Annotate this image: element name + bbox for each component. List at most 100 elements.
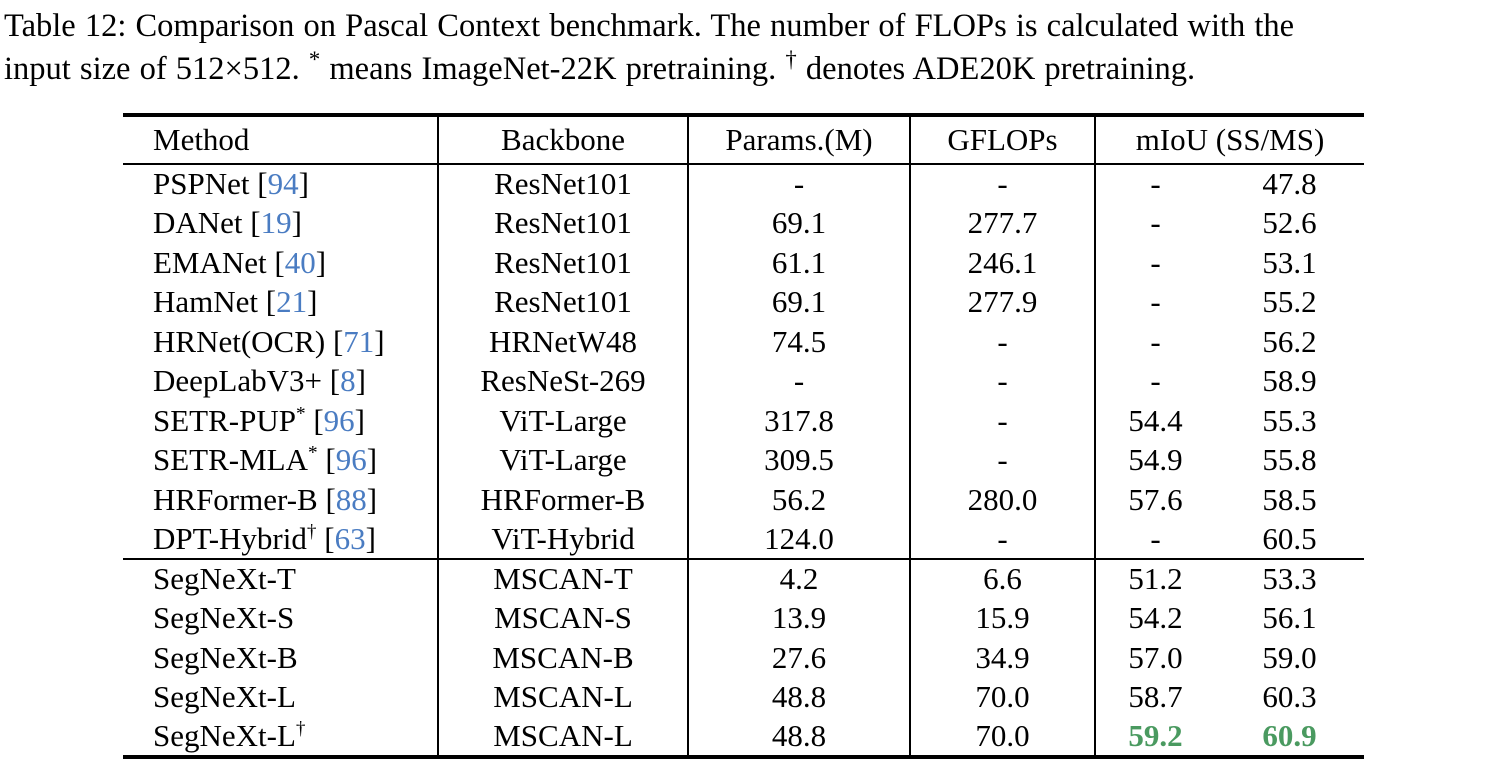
miou-ms-cell: 56.1 bbox=[1262, 600, 1317, 636]
method-superscript: * bbox=[295, 403, 306, 425]
method-cell: SETR-MLA* [96] bbox=[123, 441, 438, 481]
gflops-cell: 70.0 bbox=[909, 717, 1095, 757]
miou-ms-cell: 56.2 bbox=[1262, 323, 1317, 359]
gflops-cell: 15.9 bbox=[909, 598, 1095, 638]
citation-link[interactable]: [96] bbox=[313, 402, 365, 438]
table-row: SETR-PUP* [96] ViT-Large 317.8-54.4 55.3 bbox=[123, 401, 1364, 441]
method-name: HRFormer-B bbox=[153, 481, 318, 517]
params-cell: 27.6 bbox=[687, 638, 910, 678]
params-cell: 69.1 bbox=[687, 203, 910, 243]
citation-number: 71 bbox=[343, 323, 375, 359]
params-cell: 48.8 bbox=[687, 717, 910, 757]
citation-link[interactable]: [71] bbox=[332, 323, 385, 359]
backbone-cell: ViT-Large bbox=[437, 401, 688, 441]
method-cell: HRFormer-B [88] bbox=[123, 480, 438, 520]
method-cell: DeepLabV3+ [8] bbox=[123, 362, 438, 402]
params-cell: 61.1 bbox=[687, 243, 910, 283]
miou-ss-cell: 58.7 bbox=[1094, 677, 1215, 717]
method-name: SegNeXt-T bbox=[153, 561, 296, 597]
miou-ms-cell: 53.1 bbox=[1262, 244, 1317, 280]
miou-ss-cell: - bbox=[1094, 361, 1215, 401]
table-row: HRFormer-B [88] HRFormer-B 56.2 280.0 57.6 58… bbox=[123, 480, 1364, 520]
miou-ss-cell: - bbox=[1094, 203, 1215, 243]
header-row: Method Backbone Params.(M) GFLOPs mIoU (… bbox=[123, 115, 1364, 164]
table-row: HRNet(OCR) [71] HRNetW48 74.5- -56.2 bbox=[123, 322, 1364, 362]
method-superscript: † bbox=[295, 718, 306, 740]
method-name: HamNet bbox=[153, 284, 259, 320]
backbone-cell: ResNet101 bbox=[437, 282, 688, 322]
citation-link[interactable]: [40] bbox=[274, 244, 327, 280]
miou-ms-cell: 58.9 bbox=[1262, 363, 1317, 399]
method-name: SegNeXt-B bbox=[153, 639, 298, 675]
params-cell: 69.1 bbox=[687, 282, 910, 322]
backbone-cell: MSCAN-L bbox=[437, 677, 688, 717]
table-row: EMANet [40] ResNet101 61.1 246.1-53.1 bbox=[123, 243, 1364, 283]
method-cell: PSPNet [94] bbox=[123, 164, 438, 204]
gflops-cell: - bbox=[909, 401, 1095, 441]
miou-ms-cell: 60.9 bbox=[1262, 717, 1317, 753]
method-name: SETR-MLA bbox=[153, 442, 308, 478]
gflops-cell: 34.9 bbox=[909, 638, 1095, 678]
citation-link[interactable]: [94] bbox=[257, 166, 309, 202]
citation-link[interactable]: [88] bbox=[325, 481, 378, 517]
method-cell: SegNeXt-L bbox=[123, 678, 438, 718]
method-name: EMANet bbox=[153, 244, 267, 280]
method-superscript: * bbox=[308, 442, 318, 464]
miou-ms-cell: 55.8 bbox=[1262, 442, 1317, 478]
caption-line: input size of 512×512. * means ImageNet-… bbox=[4, 48, 1502, 91]
results-table: Method Backbone Params.(M) GFLOPs mIoU (… bbox=[123, 113, 1364, 759]
method-cell: SegNeXt-B bbox=[123, 638, 438, 678]
method-cell: SegNeXt-S bbox=[123, 599, 438, 639]
citation-link[interactable]: [21] bbox=[265, 284, 318, 320]
gflops-cell: - bbox=[909, 519, 1095, 559]
miou-ms-cell: 52.6 bbox=[1262, 205, 1317, 241]
miou-ss-cell: 57.6 bbox=[1094, 480, 1215, 520]
miou-ss-cell: 51.2 bbox=[1094, 558, 1215, 599]
citation-number: 96 bbox=[323, 402, 355, 438]
table-row: SegNeXt-B MSCAN-B 27.6 34.9 57.0 59.0 bbox=[123, 638, 1364, 678]
gflops-cell: 70.0 bbox=[909, 677, 1095, 717]
miou-ss-cell: - bbox=[1094, 243, 1215, 283]
citation-number: 19 bbox=[260, 205, 292, 241]
method-name: DPT-Hybrid bbox=[153, 520, 307, 556]
citation-link[interactable]: [96] bbox=[325, 442, 378, 478]
method-cell: EMANet [40] bbox=[123, 243, 438, 283]
miou-ms-cell: 59.0 bbox=[1262, 639, 1317, 675]
header-method: Method bbox=[153, 122, 250, 157]
citation-number: 96 bbox=[335, 442, 367, 478]
miou-ss-cell: - bbox=[1094, 322, 1215, 362]
citation-number: 88 bbox=[335, 481, 367, 517]
caption-text: Table 12: Comparison on Pascal Context b… bbox=[4, 8, 1295, 44]
method-cell: SegNeXt-T bbox=[123, 558, 438, 599]
miou-ss-cell: 59.2 bbox=[1094, 717, 1215, 757]
table-header: Method Backbone Params.(M) GFLOPs mIoU (… bbox=[123, 115, 1364, 164]
table-row: SegNeXt-S MSCAN-S 13.9 15.9 54.2 56.1 bbox=[123, 598, 1364, 639]
method-name: SegNeXt-S bbox=[153, 600, 295, 636]
params-cell: 4.2 bbox=[687, 558, 910, 599]
gflops-cell: - bbox=[909, 164, 1095, 204]
citation-number: 94 bbox=[267, 166, 299, 202]
table-row: SegNeXt-L MSCAN-L 48.8 70.0 58.7 60.3 bbox=[123, 677, 1364, 718]
miou-ms-cell: 60.5 bbox=[1262, 520, 1317, 556]
citation-link[interactable]: [19] bbox=[250, 205, 302, 241]
miou-ss-cell: 57.0 bbox=[1094, 638, 1215, 678]
header-gflops: GFLOPs bbox=[909, 115, 1095, 164]
method-name: SETR-PUP bbox=[153, 402, 296, 438]
header-miou: mIoU (SS/MS) bbox=[1094, 115, 1364, 164]
backbone-cell: MSCAN-L bbox=[437, 717, 688, 757]
caption-line: Table 12: Comparison on Pascal Context b… bbox=[4, 5, 1502, 48]
params-cell: 124.0 bbox=[687, 519, 910, 559]
method-name: SegNeXt-L bbox=[153, 679, 296, 715]
params-cell: 56.2 bbox=[687, 480, 910, 520]
citation-link[interactable]: [8] bbox=[329, 363, 366, 399]
miou-ms-cell: 47.8 bbox=[1262, 166, 1317, 202]
miou-ss-cell: 54.9 bbox=[1094, 440, 1215, 480]
table-row: SegNeXt-L† MSCAN-L 48.8 70.0 59.2 60.9 bbox=[123, 717, 1364, 757]
method-superscript: † bbox=[306, 521, 317, 543]
backbone-cell: ViT-Large bbox=[437, 440, 688, 480]
table-row: PSPNet [94] ResNet101- - -47.8 bbox=[123, 164, 1364, 204]
citation-link[interactable]: [63] bbox=[324, 520, 376, 556]
caption-superscript: † bbox=[785, 47, 797, 73]
method-name: SegNeXt-L bbox=[153, 717, 296, 753]
